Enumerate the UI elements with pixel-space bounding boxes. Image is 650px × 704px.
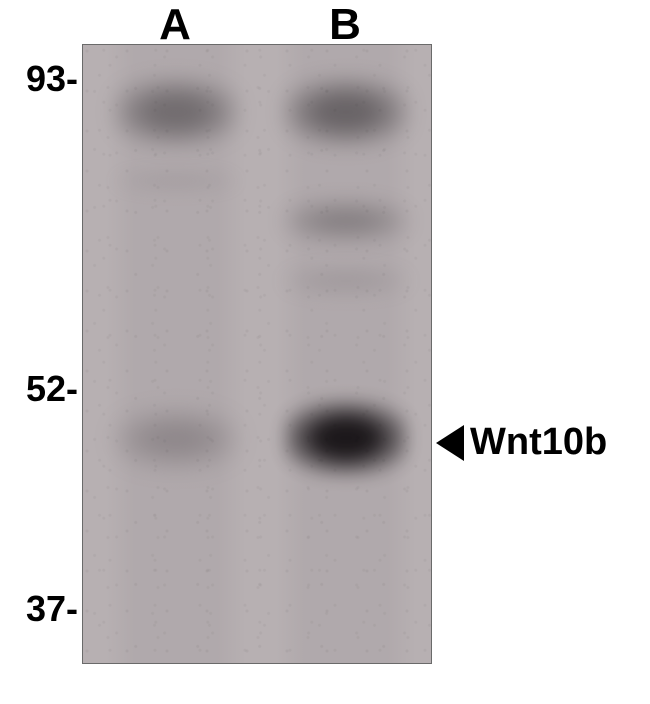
- band-A-0: [114, 77, 238, 147]
- band-B-3: [284, 77, 408, 147]
- protein-annotation: Wnt10b: [436, 421, 607, 464]
- band-B-5: [284, 269, 408, 293]
- band-A-1: [114, 171, 238, 191]
- band-B-6: [284, 399, 408, 477]
- protein-label: Wnt10b: [470, 421, 607, 464]
- arrow-icon: [436, 425, 464, 461]
- blot-membrane: [82, 44, 432, 664]
- marker-52: 52-: [0, 368, 78, 410]
- marker-37: 37-: [0, 588, 78, 630]
- band-A-2: [114, 409, 238, 469]
- lane-label-a: A: [145, 0, 205, 50]
- band-B-4: [284, 201, 408, 241]
- lane-label-b: B: [315, 0, 375, 50]
- marker-93: 93-: [0, 58, 78, 100]
- figure-container: A B 93- 52- 37- Wnt10b: [0, 0, 650, 704]
